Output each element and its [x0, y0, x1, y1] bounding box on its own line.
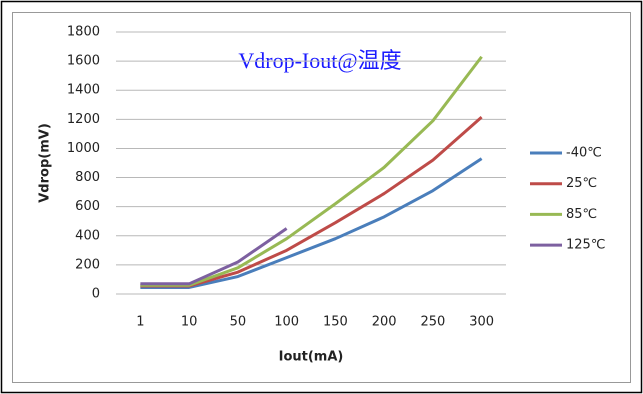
y-tick-label: 400 — [75, 228, 100, 243]
y-tick-label: 1800 — [67, 25, 100, 40]
y-tick-label: 1000 — [67, 141, 100, 156]
x-tick-label: 10 — [181, 315, 198, 330]
y-tick-label: 600 — [75, 199, 100, 214]
x-tick-label: 1 — [136, 315, 144, 330]
chart-title: Vdrop-Iout@温度 — [238, 48, 401, 73]
x-tick-label: 250 — [420, 315, 445, 330]
x-tick-label: 100 — [274, 315, 299, 330]
x-tick-label: 300 — [469, 315, 494, 330]
y-tick-label: 200 — [75, 257, 100, 272]
legend-label: -40℃ — [566, 146, 602, 161]
x-axis-label: Iout(mA) — [279, 350, 344, 365]
series-line — [140, 157, 483, 289]
series-line — [140, 55, 483, 287]
y-tick-label: 1400 — [67, 83, 100, 98]
y-tick-label: 1200 — [67, 112, 100, 127]
x-tick-label: 50 — [230, 315, 247, 330]
y-tick-label: 1600 — [67, 54, 100, 69]
y-tick-label: 0 — [92, 287, 100, 302]
legend-label: 125℃ — [566, 238, 605, 253]
legend-label: 25℃ — [566, 176, 597, 191]
chart-border — [12, 12, 631, 383]
legend-label: 85℃ — [566, 207, 597, 222]
x-tick-label: 150 — [323, 315, 348, 330]
x-tick-label: 200 — [372, 315, 397, 330]
y-tick-label: 800 — [75, 170, 100, 185]
y-axis-label: Vdrop(mV) — [38, 123, 53, 203]
series-line — [140, 227, 288, 286]
